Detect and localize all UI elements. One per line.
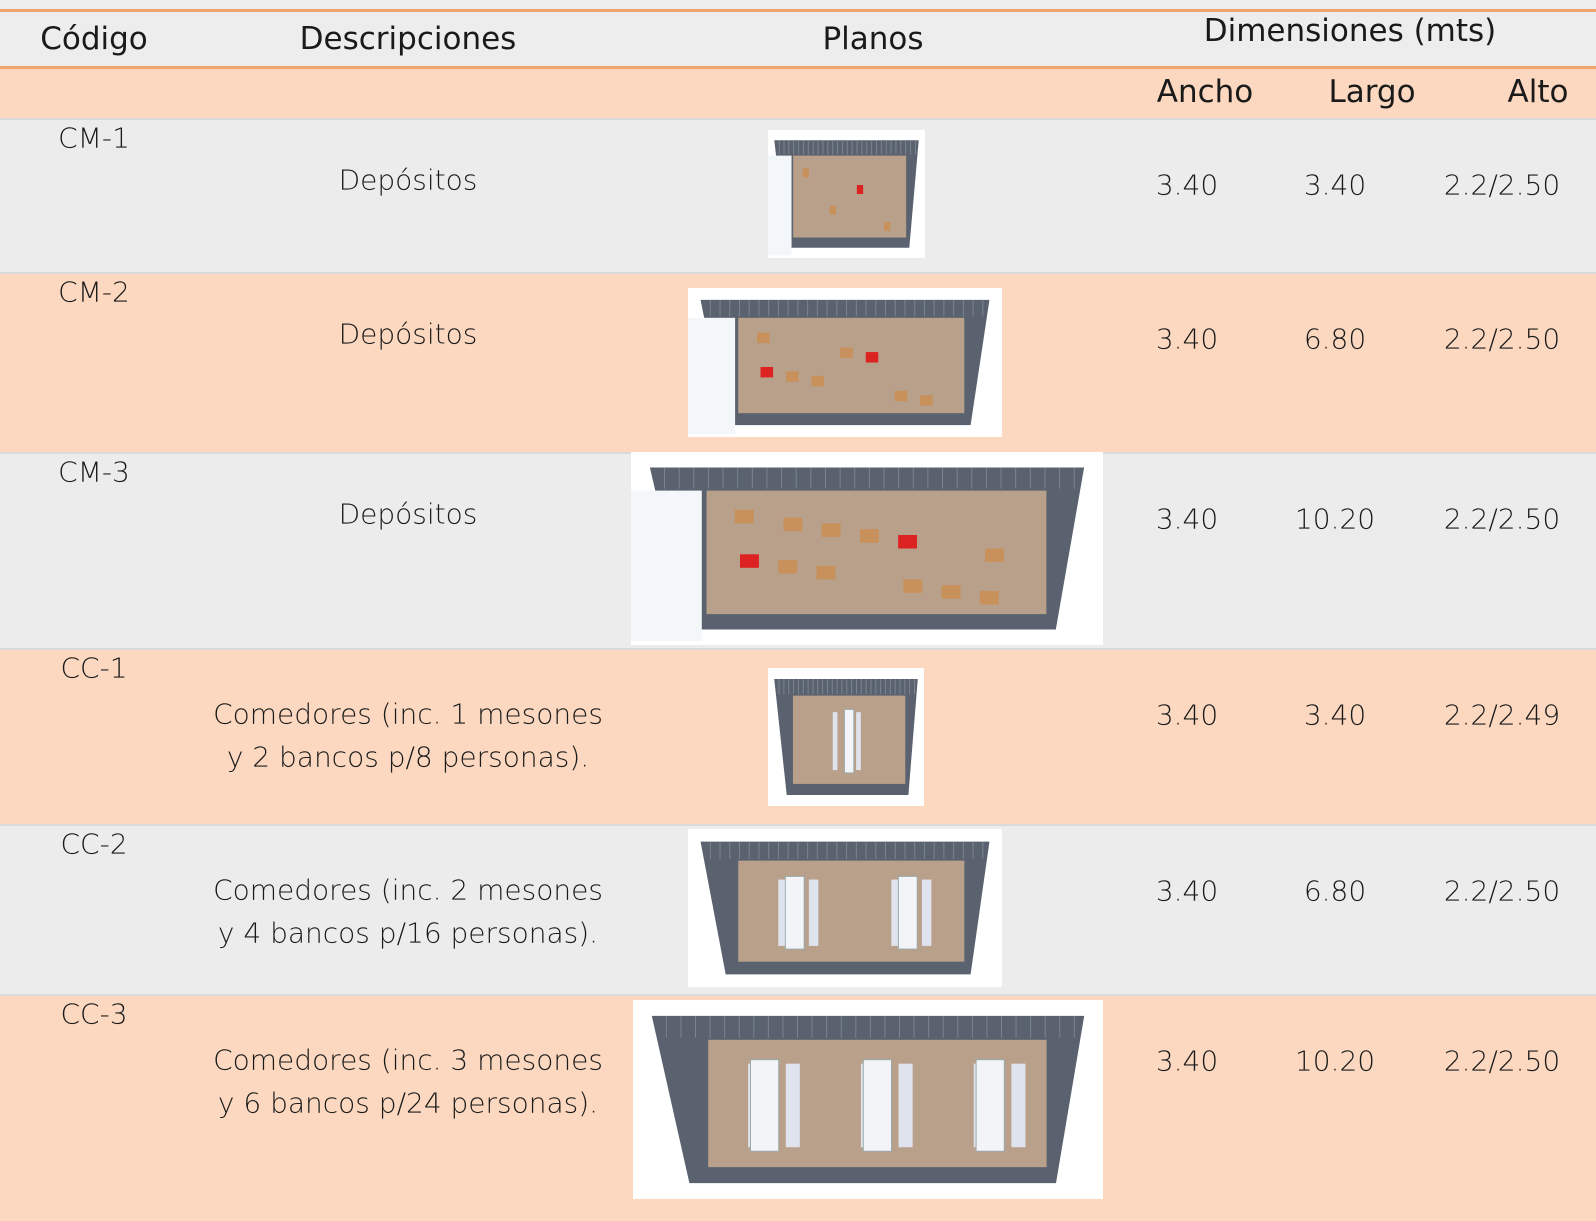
description: Depósitos bbox=[338, 163, 478, 197]
ancho: 3.40 bbox=[1155, 502, 1219, 536]
bench bbox=[921, 879, 932, 946]
description: Depósitos bbox=[338, 317, 478, 351]
code: CM-2 bbox=[58, 275, 130, 309]
item bbox=[856, 185, 864, 194]
bench bbox=[891, 879, 901, 946]
subheader-row bbox=[0, 66, 1596, 118]
item bbox=[859, 529, 879, 543]
table bbox=[843, 708, 855, 774]
item bbox=[778, 560, 798, 574]
description: Comedores (inc. 1 mesones bbox=[213, 697, 603, 731]
ancho: 3.40 bbox=[1155, 698, 1219, 732]
description: y 2 bancos p/8 personas). bbox=[226, 740, 590, 774]
table bbox=[784, 875, 805, 950]
item bbox=[760, 366, 774, 378]
item bbox=[920, 395, 933, 406]
code: CC-3 bbox=[60, 997, 128, 1031]
header-rule bbox=[0, 9, 1596, 12]
item bbox=[985, 548, 1004, 563]
table bbox=[862, 1059, 893, 1152]
plan-image bbox=[631, 452, 1103, 645]
alto: 2.2/2.50 bbox=[1443, 874, 1561, 908]
code: CC-1 bbox=[60, 651, 128, 685]
item bbox=[783, 517, 803, 532]
bench bbox=[898, 1063, 913, 1148]
description: Comedores (inc. 2 mesones bbox=[213, 873, 603, 907]
item bbox=[903, 579, 923, 593]
largo: 6.80 bbox=[1303, 322, 1367, 356]
code: CM-1 bbox=[58, 121, 130, 155]
alto: 2.2/2.50 bbox=[1443, 322, 1561, 356]
column-header: Dimensiones (mts) bbox=[1203, 13, 1497, 49]
dimension-header: Alto bbox=[1507, 74, 1569, 110]
plan-image bbox=[768, 130, 925, 258]
plan-image bbox=[688, 288, 1002, 437]
item bbox=[829, 205, 836, 215]
column-header: Planos bbox=[822, 21, 924, 57]
column-header: Código bbox=[40, 21, 148, 57]
table bbox=[897, 875, 918, 950]
item bbox=[884, 222, 891, 232]
ancho: 3.40 bbox=[1155, 322, 1219, 356]
item bbox=[898, 534, 918, 549]
item bbox=[740, 554, 759, 568]
plan-image bbox=[688, 829, 1002, 987]
ancho: 3.40 bbox=[1155, 168, 1219, 202]
description: y 6 bancos p/24 personas). bbox=[217, 1086, 599, 1120]
code: CM-3 bbox=[58, 455, 130, 489]
ancho: 3.40 bbox=[1155, 874, 1219, 908]
item bbox=[816, 565, 836, 580]
door bbox=[631, 490, 702, 642]
item bbox=[979, 590, 999, 605]
largo: 3.40 bbox=[1303, 168, 1367, 202]
bench bbox=[808, 879, 819, 946]
bench bbox=[785, 1063, 800, 1148]
plan-image bbox=[633, 1000, 1103, 1199]
dimension-header: Ancho bbox=[1156, 74, 1254, 110]
largo: 10.20 bbox=[1294, 1044, 1376, 1078]
dimension-header: Largo bbox=[1328, 74, 1416, 110]
item bbox=[941, 585, 961, 599]
alto: 2.2/2.50 bbox=[1443, 502, 1561, 536]
item bbox=[734, 509, 754, 524]
description: y 4 bancos p/16 personas). bbox=[217, 916, 599, 950]
largo: 10.20 bbox=[1294, 502, 1376, 536]
item bbox=[894, 390, 908, 402]
largo: 3.40 bbox=[1303, 698, 1367, 732]
code: CC-2 bbox=[60, 827, 128, 861]
item bbox=[821, 523, 841, 537]
table bbox=[750, 1059, 780, 1152]
item bbox=[785, 371, 799, 382]
item bbox=[840, 347, 853, 359]
door bbox=[768, 155, 792, 256]
largo: 6.80 bbox=[1303, 874, 1367, 908]
column-header: Descripciones bbox=[299, 21, 517, 57]
alto: 2.2/2.50 bbox=[1443, 168, 1561, 202]
item bbox=[757, 332, 770, 344]
item bbox=[802, 168, 809, 178]
plan-image bbox=[768, 668, 924, 806]
bench bbox=[1011, 1063, 1026, 1148]
description: Comedores (inc. 3 mesones bbox=[213, 1043, 603, 1077]
alto: 2.2/2.49 bbox=[1443, 698, 1561, 732]
item bbox=[811, 375, 824, 387]
table bbox=[975, 1059, 1005, 1152]
item bbox=[865, 352, 879, 363]
bench bbox=[832, 712, 838, 771]
ancho: 3.40 bbox=[1155, 1044, 1219, 1078]
description: Depósitos bbox=[338, 497, 478, 531]
door bbox=[688, 317, 736, 435]
alto: 2.2/2.50 bbox=[1443, 1044, 1561, 1078]
bench bbox=[856, 712, 861, 771]
bench bbox=[778, 879, 788, 946]
